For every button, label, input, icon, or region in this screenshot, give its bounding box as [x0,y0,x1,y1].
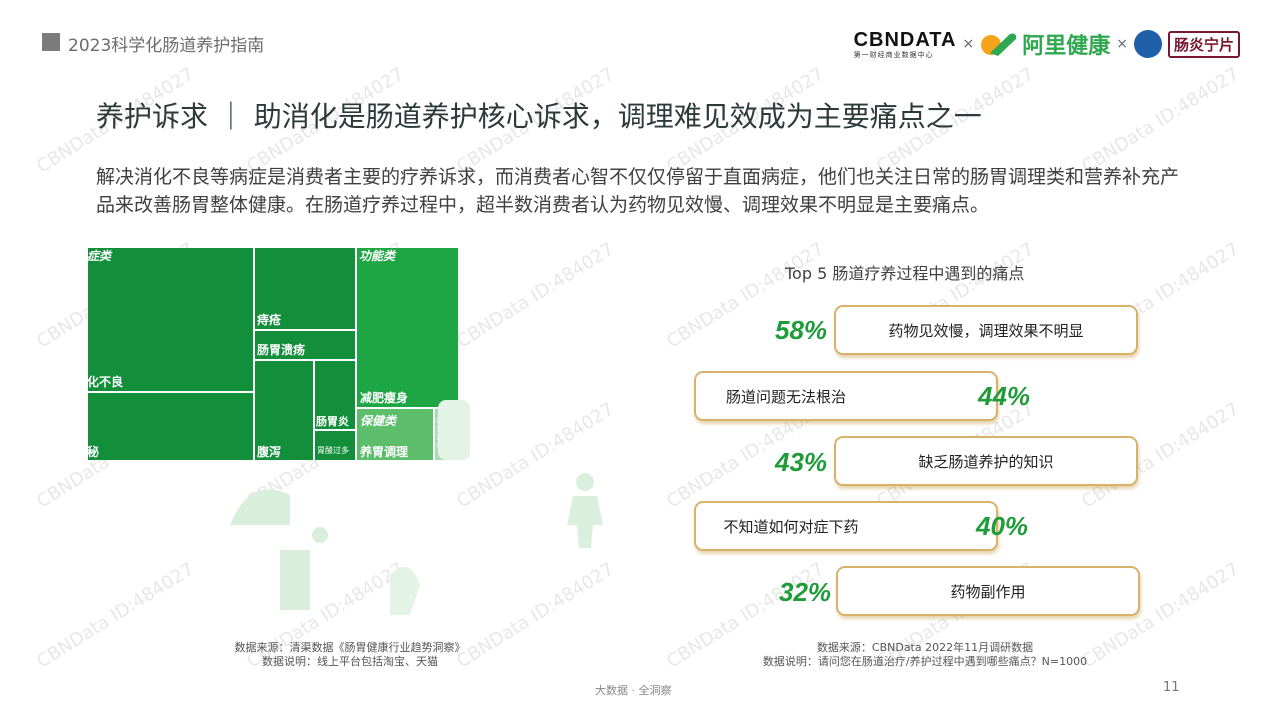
alihealth-logo-text: 阿里健康 [1022,34,1111,59]
treemap-cell: 肠胃炎 [314,360,356,430]
page-headline: 养护诉求 ｜ 助消化是肠道养护核心诉求，调理难见效成为主要痛点之一 [96,100,982,133]
treemap-cell: 腹泻 [254,360,314,460]
header-square-marker [42,33,60,51]
watermark: CBNData ID:484027 [453,238,618,353]
treemap-label: 秘 [88,445,100,459]
pain-point-ribbon: 缺乏肠道养护的知识 [834,436,1138,486]
watermark: CBNData ID:484027 [1078,63,1243,178]
pain-point-label: 药物副作用 [950,582,1026,601]
logo-separator: × [962,36,975,52]
brand-logo: 肠炎宁片 [1167,30,1240,58]
treemap-label: 肠胃炎 [316,415,349,428]
alihealth-heart-icon [981,33,1017,56]
pain-point-ribbon: 药物副作用 [836,566,1140,616]
treemap-cell: 保健类 养胃调理 [356,408,434,460]
source-line: 数据说明：线上平台包括淘宝、天猫 [262,655,438,668]
pain-point-percent: 32% [779,577,832,607]
treemap-label: 功能类 [359,249,396,263]
treemap-label: 养胃调理 [360,445,409,459]
chart-title: Top 5 肠道疗养过程中遇到的痛点 [785,264,1025,283]
brand-badge-icon [1133,30,1162,58]
treemap-label: 症类 [88,249,112,263]
cbndata-logo-text: CBNDATA [853,28,957,51]
treemap-cell: 胃酸过多 [314,430,356,460]
report-title: 2023科学化肠道养护指南 [68,36,265,56]
logo-separator: × [1116,36,1128,52]
alihealth-logo: 阿里健康 [980,28,1110,60]
intro-paragraph: 解决消化不良等病症是消费者主要的疗养诉求，而消费者心智不仅仅停留于直面病症，他们… [96,166,1180,216]
treemap-label: 化不良 [88,375,124,389]
source-line: 数据来源：清渠数据《肠胃健康行业趋势洞察》 [234,641,466,654]
treemap-label: 肠胃溃疡 [257,343,306,357]
treemap-label: 减肥瘦身 [360,391,409,405]
treemap-label: 胃酸过多 [317,446,349,455]
pain-point-ribbon: 药物见效慢，调理效果不明显 [834,305,1138,355]
footer-slogan: 大数据 · 全洞察 [595,684,672,697]
treemap-cell: 肠胃溃疡 [254,330,356,360]
cbndata-logo-subtext: 第一财经商业数据中心 [853,50,934,59]
treemap-cell: 补充营养 [434,408,458,460]
pain-point-ribbon: 肠道问题无法根治 [694,371,998,421]
pain-point-percent: 40% [976,511,1029,541]
pain-point-label: 肠道问题无法根治 [725,387,846,406]
cbndata-logo: CBNDATA 第一财经商业数据中心 [854,30,957,59]
pain-point-label: 不知道如何对症下药 [723,517,859,536]
source-note-right: 数据来源：CBNData 2022年11月调研数据 数据说明：请问您在肠道治疗/… [740,641,1110,669]
treemap-cell: 秘 [88,392,254,460]
watermark: CBNData ID:484027 [33,558,198,673]
watermark: CBNData ID:484027 [453,398,618,513]
source-line: 数据来源：CBNData 2022年11月调研数据 [816,641,1034,654]
pain-point-percent: 43% [775,447,828,477]
treemap-label: 补充营养 [436,417,443,449]
pain-point-percent: 44% [978,381,1031,411]
partner-logos: CBNDATA 第一财经商业数据中心 × 阿里健康 × 肠炎宁片 [854,26,1240,62]
source-line: 数据说明：请问您在肠道治疗/养护过程中遇到哪些痛点？N=1000 [762,655,1088,668]
treemap-label: 保健类 [360,414,397,428]
treemap-cell: 症类 化不良 [88,248,254,392]
person-pictogram-icon [567,473,603,548]
pain-point-label: 药物见效慢，调理效果不明显 [888,321,1084,340]
treemap-label: 痔疮 [257,313,282,327]
treemap-cell: 痔疮 [254,248,356,330]
source-note-left: 数据来源：清渠数据《肠胃健康行业趋势洞察》 数据说明：线上平台包括淘宝、天猫 [190,641,510,669]
health-pictogram-icon [230,489,420,615]
treemap-cell: 功能类 减肥瘦身 [356,248,458,408]
pain-point-label: 缺乏肠道养护的知识 [918,452,1054,471]
pain-point-ribbon: 不知道如何对症下药 [694,501,998,551]
page-number: 11 [1163,680,1180,695]
category-treemap: 症类 化不良 秘 痔疮 肠胃溃疡 腹泻 肠胃炎 胃酸过多 功能类 减肥瘦身 保健… [88,248,458,460]
pain-point-percent: 58% [775,315,828,345]
treemap-label: 腹泻 [257,445,282,459]
